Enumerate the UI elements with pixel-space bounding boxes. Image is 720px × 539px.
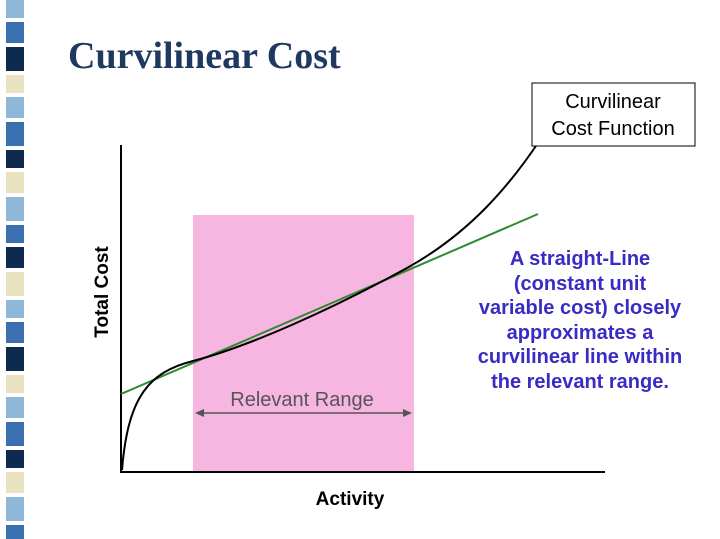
stripe-block (6, 472, 24, 493)
stripe-block (6, 247, 24, 268)
note-line: variable cost) closely (478, 297, 682, 319)
stripe-block (6, 150, 24, 168)
note-line: A straight-Line (509, 248, 651, 270)
relevant-range-arrowhead-left (195, 409, 204, 417)
callout-line-1: Curvilinear (565, 91, 661, 113)
stripe-block (6, 397, 24, 418)
note-line: the relevant range. (491, 370, 669, 393)
stripe-block (6, 197, 24, 221)
x-axis-label: Activity (316, 489, 385, 510)
stripe-block (6, 497, 24, 521)
stripe-block (6, 272, 24, 296)
y-axis-label: Total Cost (92, 246, 113, 338)
stripe-block (6, 225, 24, 243)
note-line: (constant unit (513, 272, 647, 295)
stripe-block (6, 47, 24, 71)
stripe-block (6, 347, 24, 371)
stripe-block (6, 422, 24, 446)
decorative-side-stripe (0, 0, 40, 539)
callout-line-2: Cost Function (551, 118, 674, 140)
relevant-range-region (193, 215, 414, 473)
stripe-block (6, 300, 24, 318)
callout-box (531, 82, 696, 147)
stripe-block (6, 450, 24, 468)
stripe-block (6, 122, 24, 146)
stripe-block (6, 525, 24, 539)
relevant-range-arrowhead-right (403, 409, 412, 417)
curvilinear-cost-curve (121, 139, 541, 471)
stripe-block (6, 375, 24, 393)
stripe-block (6, 172, 24, 193)
relevant-range-label: Relevant Range (230, 389, 373, 411)
stripe-block (6, 22, 24, 43)
stripe-block (6, 322, 24, 343)
slide-title: Curvilinear Cost (68, 35, 341, 77)
explanation-note: A straight-Line (constant unit variable … (440, 247, 720, 394)
straight-line-approximation (120, 213, 539, 395)
stripe-block (6, 0, 24, 18)
stripe-block (6, 75, 24, 93)
note-line: curvilinear line within (477, 346, 683, 368)
stripe-block (6, 97, 24, 118)
note-line: approximates a (506, 321, 654, 344)
